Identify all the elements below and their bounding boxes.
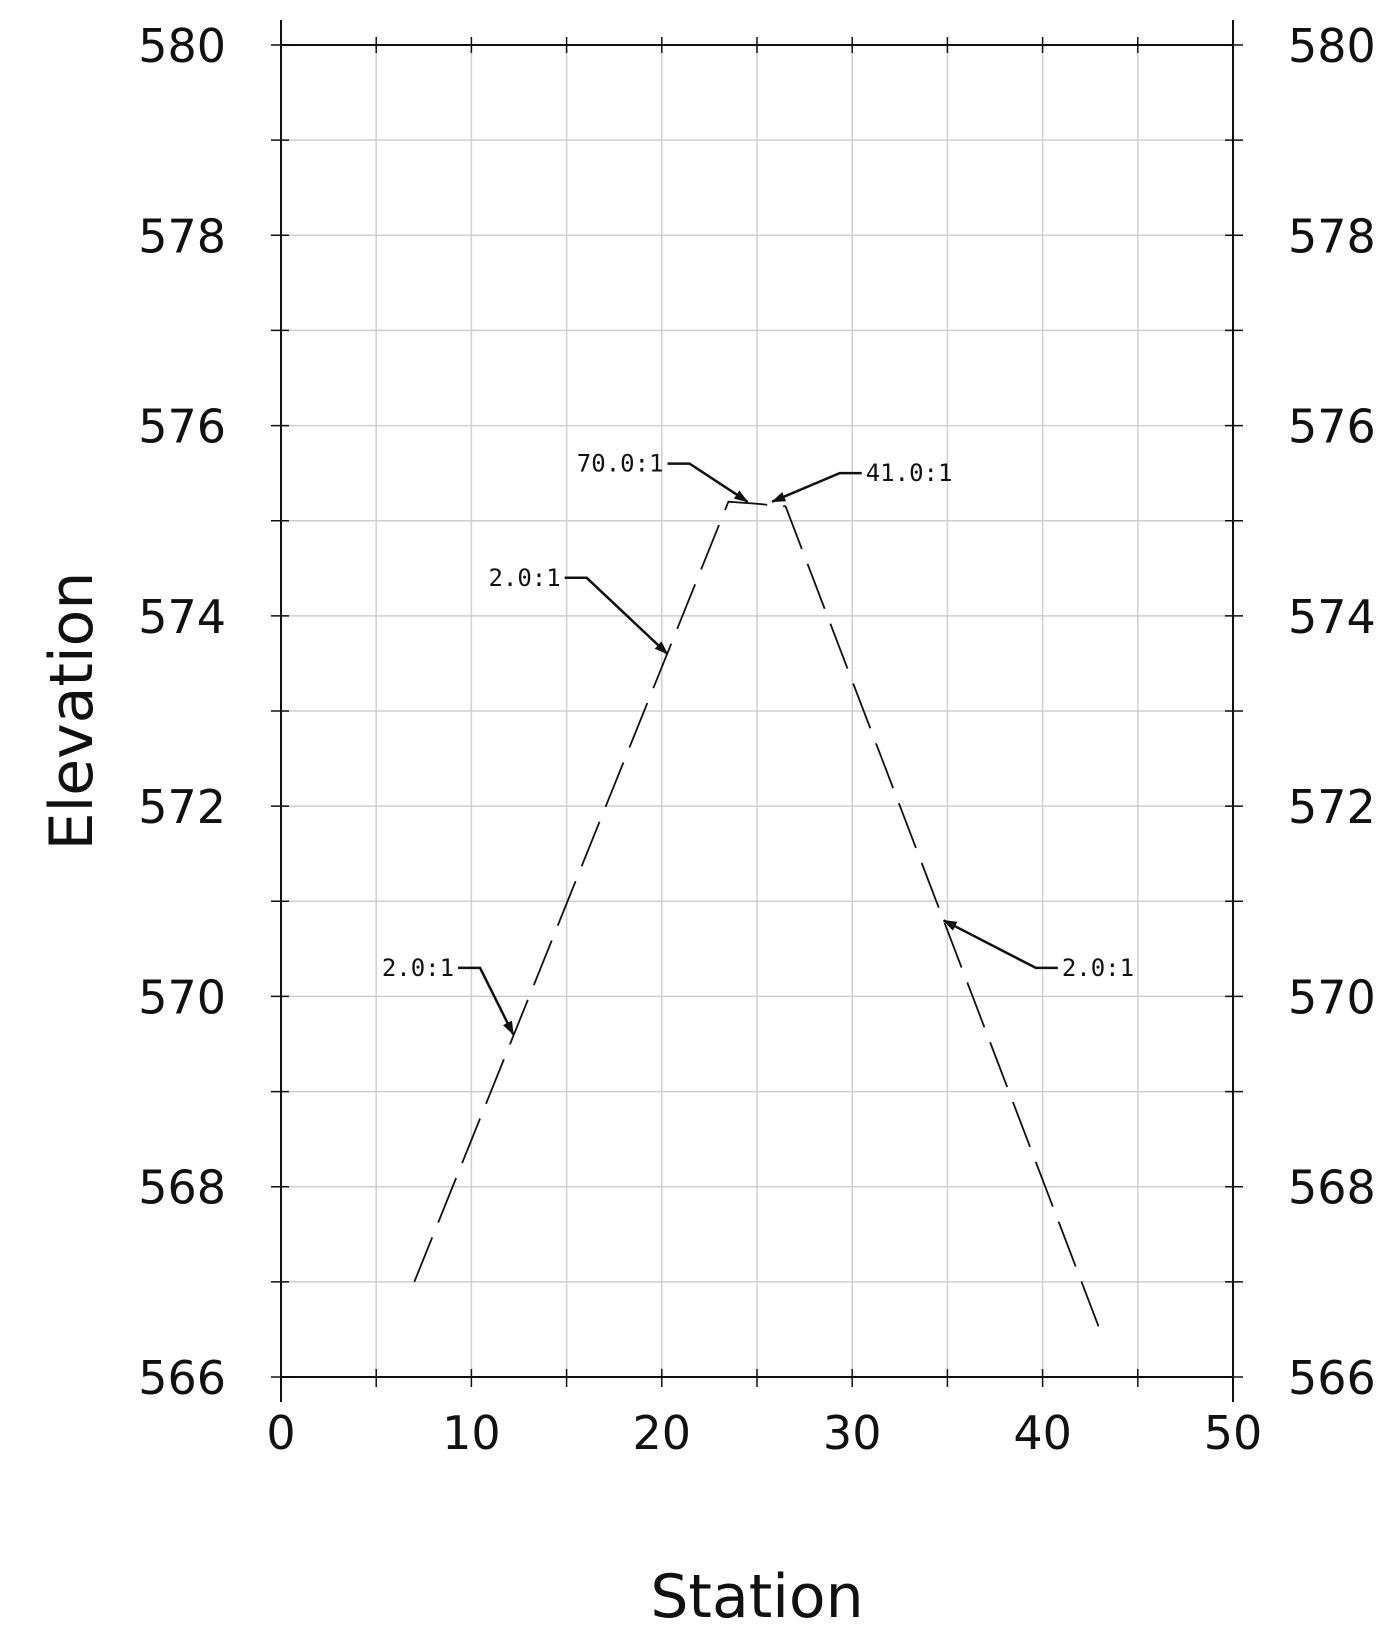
y-tick-label-left: 568 — [138, 1161, 226, 1215]
y-tick-label-right: 570 — [1288, 970, 1376, 1024]
y-tick-label-left: 570 — [138, 970, 226, 1024]
y-tick-label-left: 566 — [138, 1351, 226, 1405]
annotation-leader — [667, 462, 749, 503]
x-tick-label: 10 — [442, 1406, 501, 1460]
y-tick-label-right: 572 — [1288, 780, 1376, 834]
y-tick-label-left: 574 — [138, 590, 226, 644]
profile-line — [413, 500, 1101, 1330]
y-tick-label-left: 576 — [138, 400, 226, 454]
y-tick-label-right: 578 — [1288, 209, 1376, 263]
y-tick-label-right: 566 — [1288, 1351, 1376, 1405]
x-tick-label: 50 — [1204, 1406, 1263, 1460]
y-tick-label-right: 580 — [1288, 19, 1376, 73]
series — [413, 500, 1101, 1330]
y-axis-title: Elevation — [37, 572, 107, 851]
y-tick-label-right: 568 — [1288, 1161, 1376, 1215]
tick-labels: 0 10 20 30 40 50 566 566 568 568 570 570 572 572 574 57… — [138, 19, 1376, 1460]
x-axis-title: Station — [650, 1562, 863, 1632]
annotation-leader — [771, 471, 862, 503]
annotation-label: 2.0:1 — [382, 954, 454, 982]
annotation-label: 2.0:1 — [1062, 954, 1134, 982]
x-tick-label: 30 — [823, 1406, 882, 1460]
annotation-label: 41.0:1 — [866, 459, 953, 487]
annotation-leader — [564, 576, 669, 655]
x-tick-label: 0 — [266, 1406, 295, 1460]
annotation-label: 2.0:1 — [488, 564, 560, 592]
y-tick-label-left: 578 — [138, 209, 226, 263]
annotation-leader — [942, 919, 1058, 970]
y-tick-label-left: 572 — [138, 780, 226, 834]
annotation-leader — [458, 966, 515, 1036]
y-tick-label-right: 576 — [1288, 400, 1376, 454]
y-tick-label-left: 580 — [138, 19, 226, 73]
axis-ticks — [271, 37, 1243, 1387]
grid — [281, 45, 1233, 1377]
x-tick-label: 20 — [633, 1406, 692, 1460]
x-tick-label: 40 — [1013, 1406, 1072, 1460]
annotation-label: 70.0:1 — [577, 450, 664, 478]
y-tick-label-right: 574 — [1288, 590, 1376, 644]
annotations: 2.0:1 2.0:1 70.0:1 41.0:1 2.0:1 — [382, 450, 1134, 1036]
